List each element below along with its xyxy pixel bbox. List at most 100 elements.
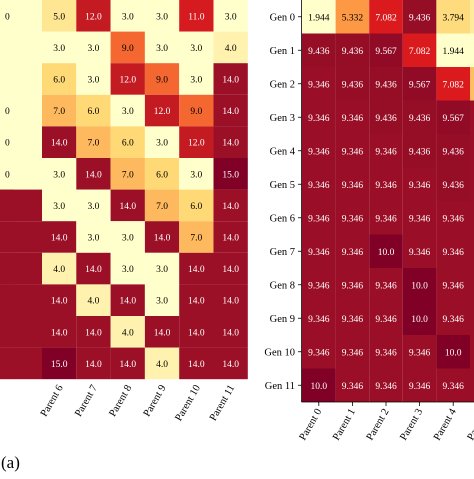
heatmap-cell — [42, 221, 77, 253]
heatmap-cell-label: 10.0 — [411, 281, 428, 291]
heatmap-cell-partial — [470, 234, 474, 268]
heatmap-cell — [179, 126, 214, 158]
heatmap-cell-label: 9.346 — [375, 281, 397, 291]
heatmap-cell — [42, 94, 77, 127]
y-tick-label: Gen 11 — [265, 381, 295, 392]
heatmap-cell-label: 9.0 — [156, 76, 168, 86]
heatmap-cell — [213, 158, 248, 190]
x-tick-label: Parent 2 — [365, 407, 392, 443]
heatmap-cell — [402, 67, 437, 101]
heatmap-cell-label: 15.0 — [222, 170, 239, 180]
heatmap-cell-label: 10.0 — [310, 382, 327, 392]
heatmap-cell-label: 3.0 — [122, 265, 134, 275]
y-tick-label: Gen 8 — [270, 281, 295, 292]
heatmap-cell-partial — [0, 0, 42, 32]
heatmap-cell-partial — [0, 94, 42, 127]
heatmap-cell-label: 9.346 — [443, 315, 465, 325]
heatmap-cell — [179, 252, 214, 285]
heatmap-cell — [302, 0, 336, 34]
heatmap-cell — [402, 0, 437, 34]
heatmap-cell-label: 7.0 — [88, 139, 100, 149]
heatmap-cell — [76, 347, 111, 380]
heatmap-cell — [144, 316, 180, 348]
heatmap-cell-label: 9.346 — [342, 281, 364, 291]
heatmap-cell-partial — [0, 158, 42, 190]
heatmap-cell — [76, 31, 111, 64]
heatmap-cell-label: 12.0 — [119, 76, 136, 86]
heatmap-cell-label: 14.0 — [222, 328, 239, 338]
heatmap-cell-label: 9.346 — [342, 181, 364, 191]
x-tick-label: Parent 10 — [173, 383, 203, 423]
y-tick-label: Gen 0 — [270, 13, 295, 24]
heatmap-cell — [213, 0, 248, 32]
heatmap-cell — [213, 252, 248, 285]
heatmap-cell-label: 9.346 — [342, 214, 364, 224]
heatmap-cell — [369, 100, 403, 134]
x-tick-label: Parent 4 — [432, 406, 459, 442]
heatmap-cell — [42, 63, 77, 95]
heatmap-cell-label: 9.346 — [342, 348, 364, 358]
heatmap-cell — [213, 94, 248, 127]
heatmap-cell — [144, 31, 180, 64]
heatmap-cell-label: 9.567 — [443, 114, 465, 124]
heatmap-cell-label: 4.0 — [122, 328, 134, 338]
heatmap-cell — [110, 347, 145, 380]
heatmap-cell — [179, 189, 214, 222]
heatmap-cell — [144, 94, 180, 127]
y-tick-label: Gen 7 — [270, 247, 295, 258]
heatmap-cell-label: 3.0 — [156, 297, 168, 307]
x-tick-label: Parent 5 — [466, 407, 474, 443]
heatmap-cell-partial — [470, 368, 474, 402]
heatmap-cell-label: 3.0 — [122, 107, 134, 117]
heatmap-cell-partial — [470, 33, 474, 67]
heatmap-cell-label: 10.0 — [411, 315, 428, 325]
heatmap-cell-label: 9.567 — [409, 80, 431, 90]
heatmap-cell-label: 14.0 — [85, 328, 102, 338]
heatmap-cell — [213, 347, 248, 380]
heatmap-cell — [402, 201, 437, 235]
heatmap-cell — [144, 63, 180, 95]
heatmap-cell — [402, 234, 437, 268]
heatmap-cell-label: 9.346 — [342, 382, 364, 392]
heatmap-cell — [144, 347, 180, 380]
heatmap-cell — [110, 252, 145, 285]
heatmap-cell — [335, 335, 370, 369]
heatmap-cell — [110, 316, 145, 348]
heatmap-cell-partial — [470, 301, 474, 335]
heatmap-cell — [42, 284, 77, 316]
heatmap-cell — [302, 301, 336, 335]
heatmap-cell-label: 3.0 — [156, 12, 168, 22]
heatmap-cell — [213, 221, 248, 253]
x-tick-label: Parent 0 — [298, 407, 325, 443]
heatmap-cell-label: 14.0 — [222, 76, 239, 86]
heatmap-cell-label: 9.346 — [443, 214, 465, 224]
heatmap-cell — [369, 335, 403, 369]
x-tick-label: Parent 3 — [398, 407, 425, 443]
heatmap-cell-label: 3.0 — [122, 12, 134, 22]
heatmap-cell — [42, 252, 77, 285]
heatmap-cell-label: 9.436 — [308, 47, 330, 57]
x-tick-label: Parent 11 — [208, 383, 237, 423]
heatmap-cell-label: 6.0 — [122, 139, 134, 149]
heatmap-cell — [436, 0, 470, 34]
heatmap-cell — [302, 33, 336, 67]
heatmap-cell-label: 14.0 — [154, 328, 171, 338]
heatmap-cell-label: 0 — [5, 170, 10, 180]
heatmap-cell — [302, 335, 336, 369]
heatmap-cell — [76, 189, 111, 222]
heatmap-cell-label: 9.436 — [375, 114, 397, 124]
heatmap-cell — [144, 189, 180, 222]
heatmap-cell-label: 14.0 — [222, 234, 239, 244]
heatmap-cell-label: 4.0 — [53, 265, 65, 275]
heatmap-cell — [179, 284, 214, 316]
heatmap-cell-label: 9.346 — [308, 348, 330, 358]
heatmap-cell-label: 14.0 — [85, 265, 102, 275]
heatmap-cell — [436, 67, 470, 101]
heatmap-cell — [402, 100, 437, 134]
heatmap-cell-label: 4.0 — [88, 297, 100, 307]
heatmap-cell-label: 9.346 — [308, 281, 330, 291]
heatmap-cell-label: 14.0 — [188, 297, 205, 307]
heatmap-cell — [110, 221, 145, 253]
